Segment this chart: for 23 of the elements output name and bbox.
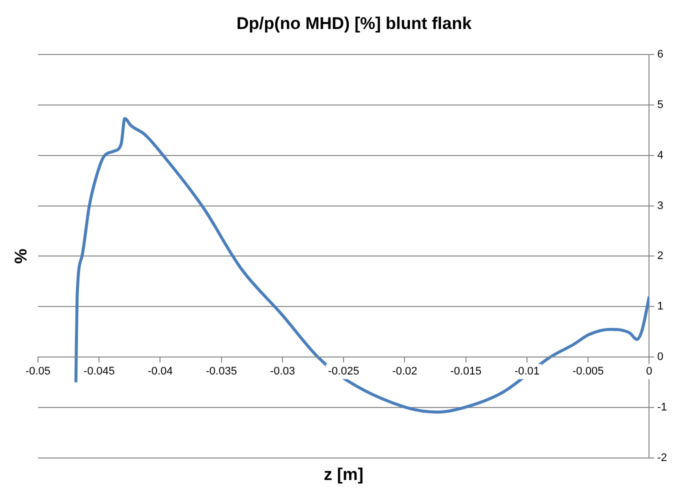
x-tick-label: -0.04 xyxy=(148,366,173,378)
x-tick-label: 0 xyxy=(646,366,652,378)
y-tick-label: -2 xyxy=(657,452,667,464)
x-tick-label: -0.045 xyxy=(84,366,115,378)
y-axis-title: % xyxy=(12,248,31,264)
y-tick-label: 0 xyxy=(657,351,664,364)
y-tick-label: -1 xyxy=(657,402,667,414)
x-tick-label: -0.035 xyxy=(206,366,237,378)
y-tick-label: 3 xyxy=(657,200,664,212)
y-tick-label: 4 xyxy=(657,149,664,162)
x-tick-label: -0.015 xyxy=(450,366,482,378)
x-tick-label: -0.02 xyxy=(392,366,418,378)
x-tick-label: -0.03 xyxy=(270,366,296,378)
y-tick-label: 5 xyxy=(657,98,664,111)
chart-title: Dp/p(no MHD) [%] blunt flank xyxy=(236,14,472,33)
x-axis-title: z [m] xyxy=(324,465,364,484)
x-tick-label: -0.01 xyxy=(514,366,540,378)
x-tick-label: -0.005 xyxy=(572,366,604,378)
x-tick-label: -0.025 xyxy=(328,366,360,378)
y-tick-label: 6 xyxy=(657,48,664,60)
y-tick-label: 1 xyxy=(657,300,664,313)
x-tick-label: -0.05 xyxy=(25,366,51,378)
y-tick-label: 2 xyxy=(657,250,664,262)
